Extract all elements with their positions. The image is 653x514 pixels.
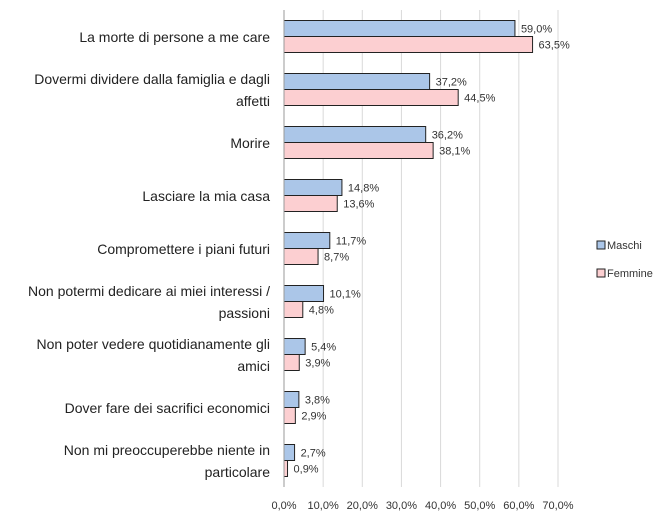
legend-label: Femmine (607, 268, 653, 280)
data-label: 44,5% (464, 92, 495, 104)
category-label: Non mi preoccuperebbe niente in particol… (63, 441, 270, 480)
data-label: 0,9% (294, 463, 319, 475)
category-label: Compromettere i piani futuri (97, 240, 270, 257)
category-label: Non poter vedere quotidianamente gli ami… (36, 335, 271, 374)
x-tick-label: 20,0% (347, 500, 378, 512)
x-tick-label: 40,0% (425, 500, 456, 512)
bar (283, 391, 300, 408)
x-tick-label: 0,0% (271, 500, 296, 512)
data-label: 4,8% (309, 304, 334, 316)
category-label: Non potermi dedicare ai miei interessi /… (28, 282, 270, 321)
bar (283, 232, 331, 249)
category-label: Dover fare dei sacrifici economici (64, 399, 270, 416)
bar (283, 89, 459, 106)
data-label: 10,1% (330, 288, 361, 300)
bar (283, 301, 304, 318)
bar (283, 407, 296, 424)
bar (283, 444, 296, 461)
data-label: 59,0% (521, 23, 552, 35)
bar (283, 36, 534, 53)
data-label: 38,1% (439, 145, 470, 157)
data-label: 13,6% (343, 198, 374, 210)
bar (283, 179, 343, 196)
data-label: 63,5% (539, 39, 570, 51)
legend-swatch (596, 240, 606, 250)
bar (283, 142, 434, 159)
data-label: 37,2% (436, 76, 467, 88)
data-label: 11,7% (336, 235, 367, 247)
x-tick-label: 10,0% (308, 500, 339, 512)
bar (283, 285, 325, 302)
bar (283, 460, 289, 477)
category-label: Dovermi dividere dalla famiglia e dagli … (34, 70, 270, 109)
bar (283, 248, 319, 265)
x-tick-label: 70,0% (542, 500, 573, 512)
x-tick-label: 50,0% (464, 500, 495, 512)
bar (283, 126, 427, 143)
category-label: La morte di persone a me care (79, 28, 270, 45)
data-label: 3,8% (305, 394, 330, 406)
bar (283, 20, 516, 37)
category-label: Lasciare la mia casa (142, 187, 270, 204)
data-label: 36,2% (432, 129, 463, 141)
data-label: 5,4% (311, 341, 336, 353)
category-label: Morire (230, 134, 270, 151)
bar (283, 354, 300, 371)
x-tick-label: 30,0% (386, 500, 417, 512)
data-label: 14,8% (348, 182, 379, 194)
data-label: 8,7% (324, 251, 349, 263)
data-label: 2,9% (301, 410, 326, 422)
x-tick-label: 60,0% (503, 500, 534, 512)
bar (283, 195, 338, 212)
data-label: 3,9% (305, 357, 330, 369)
legend-swatch (596, 268, 606, 278)
data-label: 2,7% (301, 447, 326, 459)
legend-label: Maschi (607, 240, 642, 252)
bar (283, 73, 431, 90)
bar (283, 338, 306, 355)
